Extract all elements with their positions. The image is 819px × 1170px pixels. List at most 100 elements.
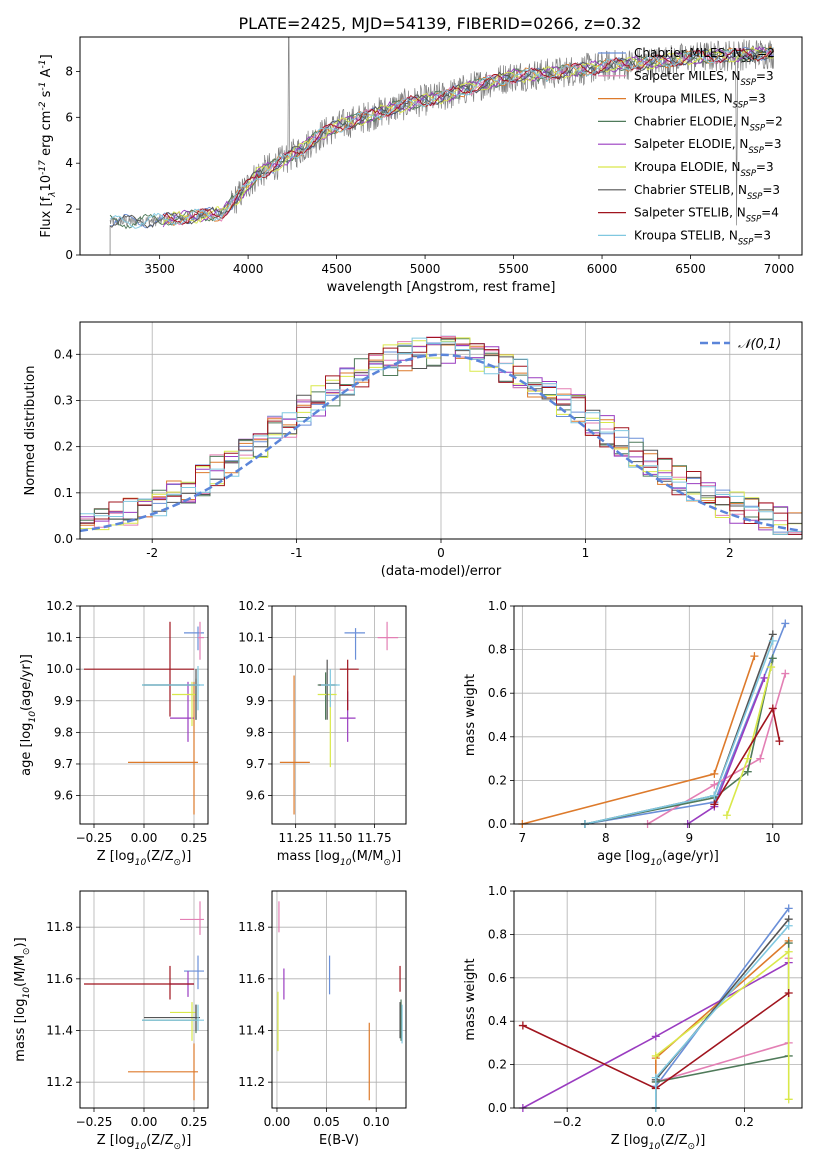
y-tick-label: 0.8 <box>488 927 507 941</box>
error-bar-salpeter-stelib <box>84 965 194 1000</box>
weight-line <box>655 925 790 1108</box>
error-bar-chabrier-miles <box>344 628 366 660</box>
figure-title: PLATE=2425, MJD=54139, FIBERID=0266, z=0… <box>238 14 641 33</box>
residual-histogram <box>80 337 802 535</box>
weight-marker <box>781 619 790 628</box>
legend-label: Salpeter MILES, NSSP=3 <box>634 69 774 87</box>
legend-label: 𝒩(0,1) <box>738 337 781 352</box>
y-tick-label: 4 <box>65 156 73 170</box>
y-tick-label: 11.8 <box>46 920 73 934</box>
y-tick-label: 0.2 <box>488 773 507 787</box>
y-tick-label: 10.2 <box>238 599 265 613</box>
y-tick-label: 9.6 <box>246 789 265 803</box>
x-tick-label: 2 <box>726 546 734 560</box>
axes-frame <box>271 890 407 1109</box>
y-tick-label: 11.4 <box>238 1024 265 1038</box>
x-axis-label: mass [log10(M/M⊙)] <box>277 849 401 868</box>
residual-histogram <box>80 337 802 535</box>
y-tick-label: 11.6 <box>238 972 265 986</box>
x-tick-label: 0.10 <box>363 1115 390 1129</box>
weight-line <box>655 958 790 1108</box>
error-bar-kroupa-stelib <box>320 669 340 708</box>
error-bar-chabrier-stelib <box>319 659 336 720</box>
x-tick-label: -2 <box>146 546 158 560</box>
spectrum-model-line <box>109 47 774 229</box>
y-tick-label: 0.4 <box>54 347 73 361</box>
panel-age_vs_mass: 11.25 11.50 11.75 9.6 9.7 9.8 9.9 10.0 10.1 10.2 m… <box>238 599 407 868</box>
y-tick-label: 1.0 <box>488 599 507 613</box>
weight-line <box>584 623 787 824</box>
legend-label: Chabrier STELIB, NSSP=3 <box>634 183 780 201</box>
y-axis-label: mass [log10(M/M⊙)] <box>13 937 32 1061</box>
weight-marker <box>756 754 765 763</box>
y-tick-label: 0.8 <box>488 643 507 657</box>
error-bar-salpeter-miles <box>180 901 204 935</box>
weight-marker <box>710 800 719 809</box>
x-tick-label: 0.0 <box>646 1115 665 1129</box>
error-bar-salpeter-miles <box>377 621 399 651</box>
axes-frame <box>79 36 803 256</box>
legend-label: Kroupa ELODIE, NSSP=3 <box>634 160 774 178</box>
error-bar-chabrier-miles <box>184 955 204 990</box>
weight-marker <box>760 673 769 682</box>
y-tick-label: 11.8 <box>238 920 265 934</box>
y-tick-label: 9.8 <box>54 725 73 739</box>
x-tick-label: 6000 <box>587 262 618 276</box>
x-tick-label: 1 <box>582 546 590 560</box>
x-tick-label: 10 <box>765 831 780 845</box>
y-axis-label: mass weight <box>463 958 478 1040</box>
y-tick-label: 9.8 <box>246 725 265 739</box>
x-tick-label: 6500 <box>675 262 706 276</box>
error-bar-salpeter-stelib <box>84 621 194 717</box>
x-tick-label: 9 <box>685 831 693 845</box>
x-tick-label: 4500 <box>321 262 352 276</box>
panel-mass_vs_Z: −0.25 0.00 0.25 11.2 11.4 11.6 11.8 Z [log10(Z/… <box>13 890 209 1152</box>
error-bar-salpeter-miles <box>198 621 204 660</box>
y-tick-label: 10.1 <box>238 631 265 645</box>
y-tick-label: 0.6 <box>488 971 507 985</box>
axes-frame <box>79 321 803 540</box>
x-tick-label: 0.00 <box>131 1115 158 1129</box>
y-tick-label: 0.2 <box>488 1058 507 1072</box>
x-tick-label: 11.25 <box>278 831 312 845</box>
y-axis-label: Normed distribution <box>23 366 38 496</box>
weight-marker <box>767 663 776 672</box>
y-tick-label: 9.7 <box>54 757 73 771</box>
panel-residuals: -2 -1 0 1 2 0.0 0.1 0.2 0.3 0.4 (data-model)/error… <box>23 321 803 579</box>
error-bar-kroupa-stelib <box>142 666 204 711</box>
spectrum-model-line <box>162 46 774 225</box>
y-axis-label: age [log10(age/yr)] <box>19 654 38 776</box>
x-tick-label: 11.75 <box>357 831 391 845</box>
axes-frame <box>513 605 803 825</box>
y-axis-label: Flux [fλ10-17 erg cm-2 s-1 A-1] <box>38 54 58 237</box>
y-tick-label: 0.0 <box>488 817 507 831</box>
x-axis-label: (data-model)/error <box>381 564 502 579</box>
y-tick-label: 9.9 <box>54 694 73 708</box>
y-tick-label: 0.0 <box>488 1101 507 1115</box>
error-bar-kroupa-miles <box>279 675 310 815</box>
x-tick-label: -1 <box>291 546 303 560</box>
weight-marker <box>768 636 777 645</box>
weight-marker <box>784 988 793 997</box>
error-bar-salpeter-stelib <box>339 659 359 711</box>
y-tick-label: 0.1 <box>54 486 73 500</box>
weight-line <box>584 658 774 824</box>
weight-marker <box>518 1021 527 1030</box>
y-tick-label: 10.2 <box>46 599 73 613</box>
axes-frame <box>271 605 407 825</box>
weight-marker <box>784 1095 793 1104</box>
legend-label: Chabrier MILES, NSSP=2 <box>634 46 775 64</box>
weight-marker <box>722 811 731 820</box>
error-bar-kroupa-miles <box>128 1043 198 1101</box>
weight-marker <box>768 704 777 713</box>
y-tick-label: 0.0 <box>54 532 73 546</box>
weight-line <box>584 640 774 824</box>
weight-marker <box>784 939 793 948</box>
panel-mass_vs_ebv: 0.00 0.05 0.10 11.2 11.4 11.6 11.8 E(B-V) <box>238 890 407 1148</box>
y-tick-label: 11.6 <box>46 972 73 986</box>
y-tick-label: 0.4 <box>488 1014 507 1028</box>
x-tick-label: 5500 <box>498 262 529 276</box>
y-tick-label: 10.0 <box>46 662 73 676</box>
normal-curve <box>80 353 802 533</box>
